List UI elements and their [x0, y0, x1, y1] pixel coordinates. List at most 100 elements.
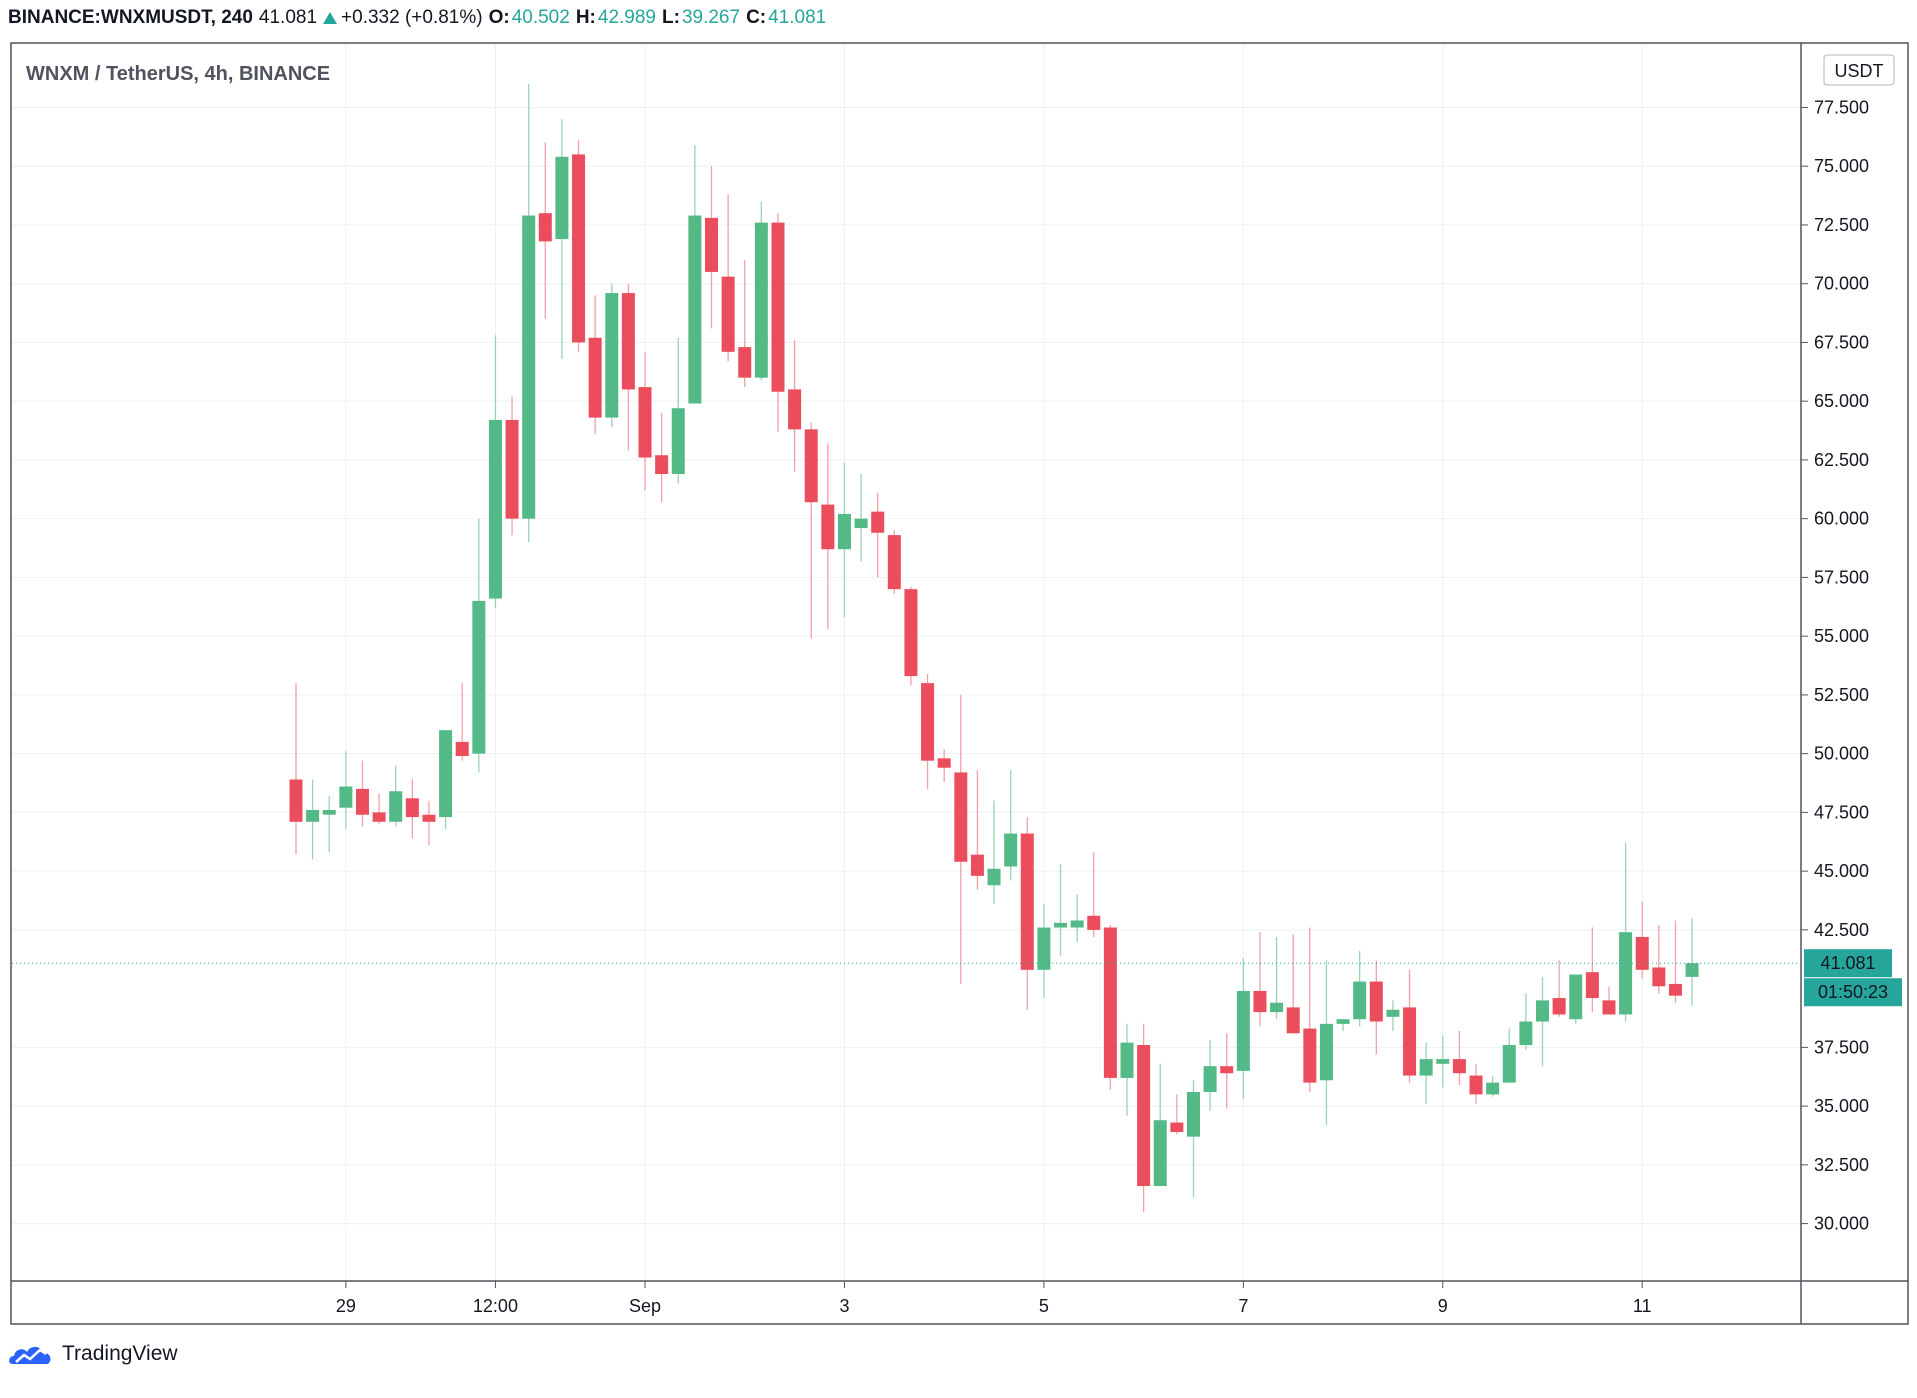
candle-down[interactable] — [355, 760, 369, 827]
candle-down[interactable] — [788, 340, 802, 472]
candle-up[interactable] — [854, 474, 868, 561]
candle-down[interactable] — [1452, 1030, 1466, 1085]
candle-up[interactable] — [1236, 958, 1250, 1100]
candle-up[interactable] — [1353, 951, 1367, 1027]
candle-down[interactable] — [455, 683, 469, 761]
price-axis[interactable]: 30.000 32.500 35.000 37.500 42.500 45.000 47.5… — [1801, 97, 1869, 1234]
candle-down[interactable] — [1253, 932, 1267, 1027]
candle-down[interactable] — [887, 530, 901, 594]
candle-up[interactable] — [1153, 1063, 1167, 1187]
currency-badge[interactable]: USDT — [1823, 54, 1895, 86]
candle-down[interactable] — [804, 422, 818, 639]
candle-up[interactable] — [1619, 842, 1633, 1022]
candle-up[interactable] — [688, 145, 702, 404]
candle-down[interactable] — [1602, 986, 1616, 1015]
candle-down[interactable] — [1303, 927, 1317, 1093]
candle-down[interactable] — [1369, 960, 1383, 1055]
y-tick-label: 52.500 — [1814, 685, 1869, 705]
candle-body — [1120, 1042, 1134, 1078]
candle-up[interactable] — [322, 795, 336, 853]
candle-up[interactable] — [1319, 960, 1333, 1125]
candle-up[interactable] — [1037, 904, 1051, 999]
candle-up[interactable] — [1203, 1040, 1217, 1111]
candle-up[interactable] — [1186, 1080, 1200, 1198]
candle-down[interactable] — [655, 412, 669, 503]
candle-up[interactable] — [1054, 864, 1068, 956]
candle-down[interactable] — [1652, 925, 1666, 994]
candle-down[interactable] — [1552, 960, 1566, 1017]
candle-down[interactable] — [621, 283, 635, 451]
candle-down[interactable] — [771, 213, 785, 432]
candle-up[interactable] — [605, 283, 619, 428]
candle-down[interactable] — [1635, 901, 1649, 980]
candle-down[interactable] — [904, 586, 918, 686]
candle-up[interactable] — [987, 800, 1001, 905]
candle-down[interactable] — [289, 683, 303, 855]
candle-body — [837, 513, 851, 550]
candle-down[interactable] — [422, 800, 436, 846]
candle-down[interactable] — [538, 142, 552, 319]
candle-down[interactable] — [588, 295, 602, 435]
candle-up[interactable] — [1436, 1035, 1450, 1088]
candle-down[interactable] — [721, 194, 735, 362]
candle-down[interactable] — [921, 673, 935, 789]
candle-body — [987, 868, 1001, 886]
candle-down[interactable] — [705, 166, 718, 329]
candle-up[interactable] — [1419, 1042, 1433, 1104]
candle-down[interactable] — [572, 140, 586, 352]
candle-up[interactable] — [1336, 1019, 1350, 1031]
candle-down[interactable] — [970, 770, 984, 890]
candle-up[interactable] — [1270, 936, 1284, 1020]
candle-down[interactable] — [405, 779, 419, 839]
candle-up[interactable] — [671, 337, 685, 484]
symbol-label[interactable]: BINANCE:WNXMUSDT, 240 — [8, 7, 253, 28]
candle-up[interactable] — [1536, 976, 1549, 1067]
candle-up[interactable] — [1569, 974, 1583, 1024]
candle-down[interactable] — [1668, 920, 1682, 1003]
candle-up[interactable] — [522, 83, 536, 543]
candle-down[interactable] — [1103, 925, 1117, 1090]
candle-up[interactable] — [1486, 1075, 1500, 1097]
candle-up[interactable] — [1502, 1028, 1516, 1083]
candle-down[interactable] — [372, 793, 386, 825]
candle-up[interactable] — [1070, 894, 1084, 942]
candle-up[interactable] — [389, 765, 403, 827]
candle-down[interactable] — [1220, 1033, 1234, 1109]
candle-up[interactable] — [1519, 993, 1533, 1050]
candle-body — [322, 810, 336, 815]
y-tick-label: 77.500 — [1814, 97, 1869, 117]
candle-body — [1087, 915, 1101, 930]
candle-up[interactable] — [1004, 770, 1018, 881]
candle-up[interactable] — [472, 518, 486, 773]
time-axis[interactable]: 29 12:00 Sep 3 5 7 9 11 — [336, 1281, 1652, 1316]
candle-up[interactable] — [555, 119, 569, 359]
candle-down[interactable] — [937, 748, 951, 782]
candle-down[interactable] — [1087, 852, 1101, 937]
candle-up[interactable] — [1386, 1000, 1400, 1031]
candle-up[interactable] — [488, 335, 502, 608]
candle-up[interactable] — [1685, 918, 1699, 1006]
candle-down[interactable] — [871, 492, 885, 578]
x-tick-label: 9 — [1438, 1296, 1448, 1316]
candle-down[interactable] — [638, 351, 652, 491]
candle-up[interactable] — [306, 779, 320, 860]
candle-down[interactable] — [954, 694, 968, 984]
candle-down[interactable] — [505, 396, 519, 536]
candle-down[interactable] — [1585, 927, 1599, 1013]
candle-down[interactable] — [1286, 934, 1300, 1034]
candle-up[interactable] — [754, 201, 768, 381]
candle-up[interactable] — [837, 462, 851, 618]
tradingview-brand[interactable]: TradingView — [8, 1340, 178, 1368]
candle-down[interactable] — [1170, 1094, 1184, 1135]
candle-up[interactable] — [1120, 1023, 1134, 1116]
candle-down[interactable] — [1469, 1063, 1483, 1104]
candle-body — [1270, 1002, 1284, 1013]
candle-up[interactable] — [439, 730, 453, 829]
candle-down[interactable] — [1137, 1023, 1151, 1212]
candle-down[interactable] — [821, 443, 835, 630]
candle-down[interactable] — [1020, 817, 1034, 1010]
candle-down[interactable] — [738, 260, 752, 388]
candle-up[interactable] — [339, 751, 353, 829]
candle-down[interactable] — [1403, 969, 1417, 1083]
